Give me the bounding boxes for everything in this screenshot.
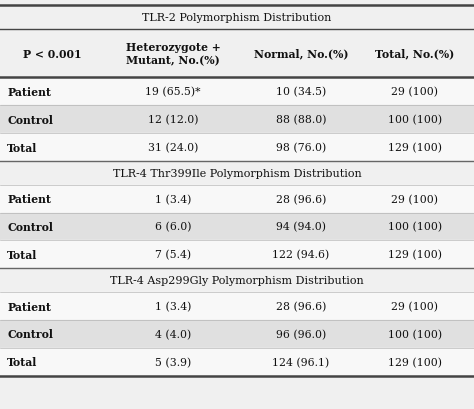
- Text: 100 (100): 100 (100): [388, 115, 442, 125]
- Text: Total, No.(%): Total, No.(%): [375, 49, 455, 59]
- Bar: [0, 241, 474, 269]
- Text: Total: Total: [7, 249, 37, 260]
- Text: 124 (96.1): 124 (96.1): [273, 357, 329, 367]
- Text: Control: Control: [7, 222, 53, 232]
- Text: 96 (96.0): 96 (96.0): [276, 329, 326, 339]
- Text: 31 (24.0): 31 (24.0): [148, 142, 198, 153]
- Bar: [0, 185, 474, 213]
- Bar: [0, 6, 474, 30]
- Text: 100 (100): 100 (100): [388, 222, 442, 232]
- Text: Heterozygote +
Mutant, No.(%): Heterozygote + Mutant, No.(%): [126, 42, 220, 66]
- Text: 4 (4.0): 4 (4.0): [155, 329, 191, 339]
- Text: TLR-4 Thr399Ile Polymorphism Distribution: TLR-4 Thr399Ile Polymorphism Distributio…: [113, 169, 361, 178]
- Text: 29 (100): 29 (100): [391, 301, 438, 312]
- Text: 5 (3.9): 5 (3.9): [155, 357, 191, 367]
- Bar: [0, 106, 474, 134]
- Bar: [0, 269, 474, 292]
- Bar: [0, 134, 474, 162]
- Bar: [0, 162, 474, 185]
- Text: Patient: Patient: [7, 301, 51, 312]
- Text: TLR-2 Polymorphism Distribution: TLR-2 Polymorphism Distribution: [142, 13, 332, 23]
- Text: Normal, No.(%): Normal, No.(%): [254, 49, 348, 59]
- Text: 29 (100): 29 (100): [391, 194, 438, 204]
- Text: Control: Control: [7, 115, 53, 125]
- Text: Patient: Patient: [7, 194, 51, 204]
- Text: Total: Total: [7, 357, 37, 367]
- Text: 129 (100): 129 (100): [388, 357, 442, 367]
- Text: Patient: Patient: [7, 87, 51, 97]
- Text: 100 (100): 100 (100): [388, 329, 442, 339]
- Bar: [0, 320, 474, 348]
- Bar: [0, 292, 474, 320]
- Text: 122 (94.6): 122 (94.6): [273, 249, 329, 260]
- Text: 10 (34.5): 10 (34.5): [276, 87, 326, 97]
- Text: 129 (100): 129 (100): [388, 249, 442, 260]
- Text: 98 (76.0): 98 (76.0): [276, 142, 326, 153]
- Text: 6 (6.0): 6 (6.0): [155, 222, 191, 232]
- Text: 94 (94.0): 94 (94.0): [276, 222, 326, 232]
- Text: 28 (96.6): 28 (96.6): [276, 301, 326, 312]
- Text: 1 (3.4): 1 (3.4): [155, 194, 191, 204]
- Bar: [0, 30, 474, 78]
- Text: 28 (96.6): 28 (96.6): [276, 194, 326, 204]
- Text: Control: Control: [7, 329, 53, 339]
- Text: 7 (5.4): 7 (5.4): [155, 249, 191, 260]
- Bar: [0, 78, 474, 106]
- Text: 1 (3.4): 1 (3.4): [155, 301, 191, 312]
- Bar: [0, 348, 474, 376]
- Text: P < 0.001: P < 0.001: [23, 49, 82, 59]
- Text: 129 (100): 129 (100): [388, 142, 442, 153]
- Text: 29 (100): 29 (100): [391, 87, 438, 97]
- Text: 88 (88.0): 88 (88.0): [276, 115, 326, 125]
- Text: 19 (65.5)*: 19 (65.5)*: [145, 87, 201, 97]
- Text: TLR-4 Asp299Gly Polymorphism Distribution: TLR-4 Asp299Gly Polymorphism Distributio…: [110, 276, 364, 285]
- Text: 12 (12.0): 12 (12.0): [148, 115, 198, 125]
- Bar: [0, 213, 474, 241]
- Text: Total: Total: [7, 142, 37, 153]
